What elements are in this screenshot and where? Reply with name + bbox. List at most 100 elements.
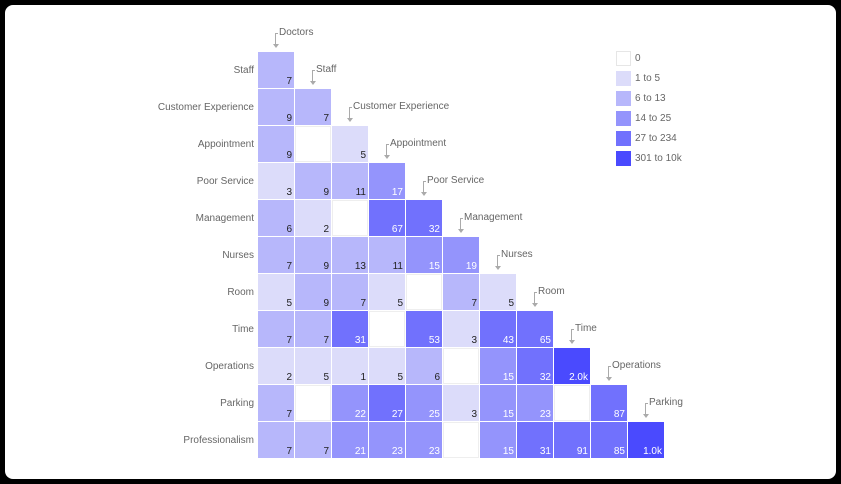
legend-label: 6 to 13 (635, 93, 666, 104)
legend-item[interactable]: 6 to 13 (616, 91, 726, 107)
heatmap-cell[interactable]: 3 (258, 163, 295, 200)
cell-value: 9 (323, 261, 329, 272)
heatmap-cell[interactable]: 67 (369, 200, 406, 237)
arrow-down-icon (531, 303, 538, 307)
heatmap-cell[interactable] (295, 126, 332, 163)
column-label-arrow-icon (645, 403, 646, 415)
heatmap-cell[interactable]: 7 (295, 422, 332, 459)
heatmap-cell[interactable]: 91 (554, 422, 591, 459)
cell-value: 9 (286, 150, 292, 161)
heatmap-cell[interactable]: 2.0k (554, 348, 591, 385)
heatmap-cell[interactable]: 1 (332, 348, 369, 385)
cell-value: 85 (613, 446, 625, 457)
y-label-poor-service: Poor Service (196, 176, 254, 187)
arrow-down-icon (457, 229, 464, 233)
heatmap-cell[interactable]: 7 (295, 311, 332, 348)
heatmap-cell[interactable]: 21 (332, 422, 369, 459)
heatmap-cell[interactable]: 3 (443, 311, 480, 348)
heatmap-cell[interactable]: 65 (517, 311, 554, 348)
cell-value: 2 (286, 372, 292, 383)
heatmap-cell[interactable] (554, 385, 591, 422)
heatmap-cell[interactable]: 5 (480, 274, 517, 311)
heatmap-cell[interactable]: 85 (591, 422, 628, 459)
heatmap-cell[interactable]: 23 (406, 422, 443, 459)
heatmap-cell[interactable]: 17 (369, 163, 406, 200)
column-label-arrow-icon (571, 329, 572, 341)
heatmap-cell[interactable]: 7 (258, 311, 295, 348)
heatmap-cell[interactable]: 5 (369, 348, 406, 385)
heatmap-cell[interactable]: 19 (443, 237, 480, 274)
heatmap-cell[interactable]: 7 (443, 274, 480, 311)
heatmap-cell[interactable]: 22 (332, 385, 369, 422)
heatmap-cell[interactable] (295, 385, 332, 422)
heatmap-cell[interactable]: 9 (295, 163, 332, 200)
heatmap-cell[interactable]: 7 (258, 52, 295, 89)
heatmap-cell[interactable]: 9 (295, 237, 332, 274)
heatmap-cell[interactable] (443, 422, 480, 459)
heatmap-cell[interactable]: 32 (517, 348, 554, 385)
y-label-nurses: Nurses (222, 250, 254, 261)
heatmap-cell[interactable]: 6 (258, 200, 295, 237)
legend-item[interactable]: 14 to 25 (616, 111, 726, 127)
column-label-connector (608, 366, 611, 367)
cell-value: 43 (502, 335, 514, 346)
cell-value: 67 (391, 224, 403, 235)
heatmap-cell[interactable]: 3 (443, 385, 480, 422)
cell-value: 15 (502, 446, 514, 457)
y-label-time: Time (232, 324, 254, 335)
legend-item[interactable]: 1 to 5 (616, 71, 726, 87)
heatmap-cell[interactable] (406, 274, 443, 311)
heatmap-cell[interactable]: 5 (332, 126, 369, 163)
heatmap-cell[interactable]: 15 (406, 237, 443, 274)
heatmap-cell[interactable]: 5 (258, 274, 295, 311)
heatmap-cell[interactable]: 5 (369, 274, 406, 311)
heatmap-cell[interactable]: 87 (591, 385, 628, 422)
heatmap-cell[interactable]: 9 (258, 89, 295, 126)
heatmap-cell[interactable]: 15 (480, 422, 517, 459)
arrow-down-icon (642, 414, 649, 418)
heatmap-cell[interactable]: 43 (480, 311, 517, 348)
cell-value: 65 (539, 335, 551, 346)
heatmap-cell[interactable]: 2 (295, 200, 332, 237)
heatmap-cell[interactable]: 7 (332, 274, 369, 311)
heatmap-cell[interactable]: 31 (332, 311, 369, 348)
legend-swatch (616, 131, 631, 146)
heatmap-cell[interactable]: 15 (480, 348, 517, 385)
legend-item[interactable]: 0 (616, 51, 726, 67)
heatmap-cell[interactable] (443, 348, 480, 385)
cell-value: 2.0k (569, 372, 588, 383)
heatmap-cell[interactable]: 1.0k (628, 422, 665, 459)
heatmap-cell[interactable]: 23 (517, 385, 554, 422)
heatmap-cell[interactable]: 53 (406, 311, 443, 348)
legend-swatch (616, 111, 631, 126)
heatmap-cell[interactable]: 15 (480, 385, 517, 422)
heatmap-cell[interactable] (332, 200, 369, 237)
heatmap-cell[interactable]: 25 (406, 385, 443, 422)
heatmap-cell[interactable]: 11 (369, 237, 406, 274)
column-label-connector (275, 33, 278, 34)
heatmap-cell[interactable]: 27 (369, 385, 406, 422)
heatmap-cell[interactable]: 6 (406, 348, 443, 385)
heatmap-cell[interactable]: 7 (258, 422, 295, 459)
heatmap-cell[interactable]: 7 (258, 237, 295, 274)
heatmap-cell[interactable]: 13 (332, 237, 369, 274)
heatmap-cell[interactable]: 2 (258, 348, 295, 385)
legend-label: 301 to 10k (635, 153, 682, 164)
y-label-staff: Staff (233, 65, 254, 76)
heatmap-cell[interactable]: 31 (517, 422, 554, 459)
heatmap-cell[interactable]: 23 (369, 422, 406, 459)
cell-value: 31 (539, 446, 551, 457)
cell-value: 11 (355, 187, 366, 198)
cell-value: 17 (391, 187, 403, 198)
heatmap-cell[interactable]: 9 (258, 126, 295, 163)
heatmap-cell[interactable]: 9 (295, 274, 332, 311)
heatmap-cell[interactable]: 5 (295, 348, 332, 385)
legend-item[interactable]: 27 to 234 (616, 131, 726, 147)
x-label-nurses: Nurses (501, 249, 533, 260)
heatmap-cell[interactable] (369, 311, 406, 348)
heatmap-cell[interactable]: 7 (295, 89, 332, 126)
heatmap-cell[interactable]: 7 (258, 385, 295, 422)
heatmap-cell[interactable]: 32 (406, 200, 443, 237)
heatmap-cell[interactable]: 11 (332, 163, 369, 200)
legend-item[interactable]: 301 to 10k (616, 151, 726, 167)
